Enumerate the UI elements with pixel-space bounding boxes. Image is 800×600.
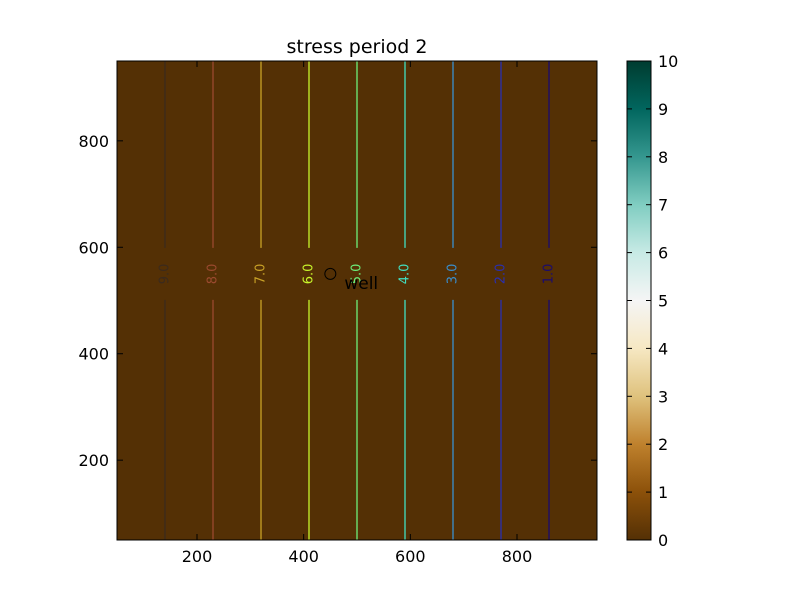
colorbar-tick-label: 4 xyxy=(658,339,668,358)
x-tick-label: 200 xyxy=(182,547,213,566)
contour-label: 8.0 xyxy=(206,264,221,285)
y-tick-label: 800 xyxy=(78,132,109,151)
colorbar-tick-label: 3 xyxy=(658,387,668,406)
y-tick-label: 200 xyxy=(78,451,109,470)
x-axis: 200 400 600 800 xyxy=(182,61,533,566)
contour-label: 6.0 xyxy=(302,264,317,285)
colorbar-tick-label: 9 xyxy=(658,100,668,119)
plot-area: 9.0 8.0 7.0 6.0 5.0 4.0 3.0 2.0 1.0 well xyxy=(116,60,598,541)
contour-label: 7.0 xyxy=(254,264,269,285)
colorbar-tick-label: 5 xyxy=(658,292,668,311)
y-tick-label: 600 xyxy=(78,238,109,257)
x-tick-label: 800 xyxy=(502,547,533,566)
colorbar: 0 1 2 3 4 5 6 7 8 9 10 xyxy=(626,52,678,550)
well-marker xyxy=(324,267,337,280)
colorbar-tick-label: 1 xyxy=(658,483,668,502)
y-axis: 200 400 600 800 xyxy=(78,132,597,470)
chart-title: stress period 2 xyxy=(287,36,428,58)
well-marker-group: well xyxy=(324,267,378,294)
contour-lines: 9.0 8.0 7.0 6.0 5.0 4.0 3.0 2.0 1.0 xyxy=(158,61,557,540)
x-tick-label: 400 xyxy=(288,547,319,566)
contour-label: 9.0 xyxy=(158,264,173,285)
colorbar-tick-label: 2 xyxy=(658,435,668,454)
colorbar-tick-label: 6 xyxy=(658,244,668,263)
contour-label: 5.0 xyxy=(350,264,365,285)
contour-label: 3.0 xyxy=(446,264,461,285)
y-tick-label: 400 xyxy=(78,345,109,364)
colorbar-tick-label: 10 xyxy=(658,52,678,71)
colorbar-tick-label: 8 xyxy=(658,148,668,167)
plot-frame xyxy=(116,60,598,541)
colorbar-ticks: 0 1 2 3 4 5 6 7 8 9 10 xyxy=(627,52,678,550)
contour-label: 1.0 xyxy=(542,264,557,285)
contour-label: 4.0 xyxy=(398,264,413,285)
contour-label: 2.0 xyxy=(494,264,509,285)
well-label: well xyxy=(344,274,378,294)
colorbar-tick-label: 7 xyxy=(658,196,668,215)
x-tick-label: 600 xyxy=(395,547,426,566)
colorbar-tick-label: 0 xyxy=(658,531,668,550)
